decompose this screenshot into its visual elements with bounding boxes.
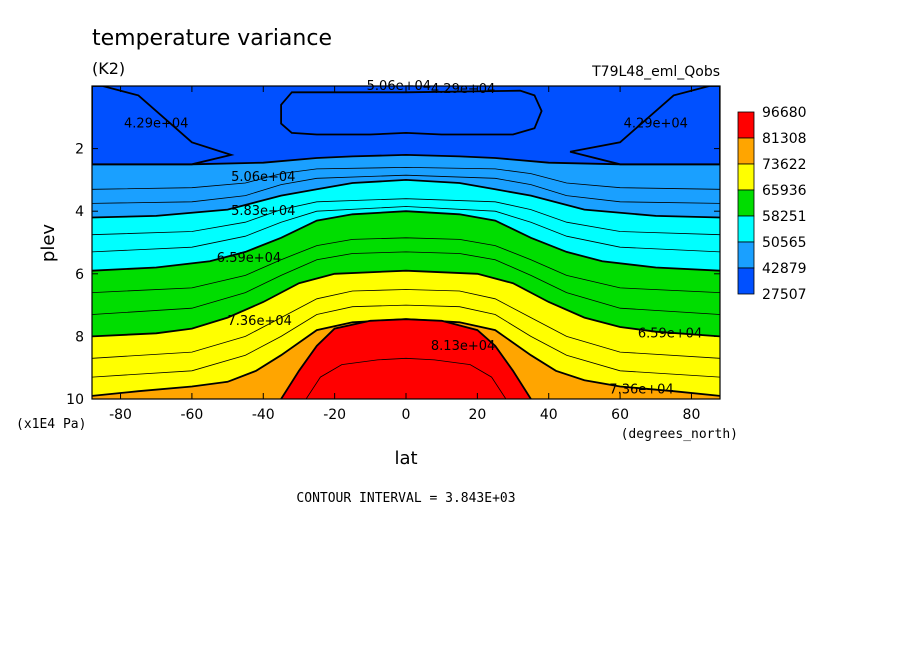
contour-line-minor [92,304,720,378]
colorbar-swatch [737,163,755,191]
colorbar-label: 42879 [762,261,807,277]
contour-label: 5.06e+04 [231,170,295,185]
colorbar-label: 96680 [762,105,807,121]
colorbar-label: 58251 [762,209,807,225]
contour-label: 6.59e+04 [217,251,281,266]
x-axis-units: (degrees_north) [621,427,738,442]
contour-line-major [92,153,720,166]
colorbar-swatch [737,267,755,295]
contour-line-major [92,178,720,219]
y-axis-label: plev [38,224,59,263]
contour-label: 4.29e+04 [431,82,495,97]
contour-line-minor [92,198,720,236]
contour-line-minor [92,206,720,253]
contour-line-major [280,318,532,399]
contour-label: 4.29e+04 [124,117,188,132]
colorbar-swatch [737,137,755,165]
colorbar-label: 50565 [762,235,807,251]
contour-line-major [92,210,720,272]
contour-line-minor [92,166,720,190]
contour-label: 7.36e+04 [609,383,673,398]
y-tick-label: 10 [66,392,84,408]
y-tick-label: 6 [75,267,84,283]
contour-plot-area [92,86,720,399]
x-tick-label: -40 [252,407,275,423]
x-tick-label: 0 [402,407,411,423]
y-tick-label: 2 [75,142,84,158]
contour-label: 5.83e+04 [231,204,295,219]
colorbar-label: 73622 [762,157,807,173]
colorbar-swatch [737,241,755,269]
x-tick-label: -60 [180,407,203,423]
chart-units: (K2) [92,59,125,78]
y-tick-label: 4 [75,204,84,220]
low-variance-region [92,86,235,166]
x-tick-label: 80 [683,407,701,423]
low-variance-region [280,89,543,136]
x-tick-label: 20 [468,407,486,423]
contour-label: 6.59e+04 [638,326,702,341]
colorbar-label: 65936 [762,183,807,199]
colorbar-swatch [737,111,755,139]
colorbar: 96680 81308 73622 65936 58251 50565 42879 27507 [737,105,807,303]
contour-interval: CONTOUR INTERVAL = 3.843E+03 [296,491,515,506]
low-variance-region [569,86,720,166]
colorbar-label: 81308 [762,131,807,147]
colorbar-swatch [737,215,755,243]
contour-line-minor [92,251,720,315]
colorbar-label: 27507 [762,287,807,303]
contour-band [281,319,531,399]
contour-label: 7.36e+04 [228,314,292,329]
x-tick-label: -80 [109,407,132,423]
colorbar-swatch [737,189,755,217]
contour-label: 8.13e+04 [431,339,495,354]
contour-line-minor [92,174,720,204]
contour-line-minor [305,357,507,399]
y-tick-label: 8 [75,329,84,345]
case-name: T79L48_eml_Qobs [591,64,720,80]
x-axis-label: lat [394,448,417,469]
contour-line-major [92,269,720,338]
x-tick-label: 40 [540,407,558,423]
x-tick-label: -20 [323,407,346,423]
chart-title: temperature variance [92,26,332,51]
contour-line-minor [92,237,720,293]
contour-line-minor [92,289,720,359]
y-axis-units: (x1E4 Pa) [16,417,86,432]
x-tick-label: 60 [611,407,629,423]
contour-label: 4.29e+04 [624,117,688,132]
